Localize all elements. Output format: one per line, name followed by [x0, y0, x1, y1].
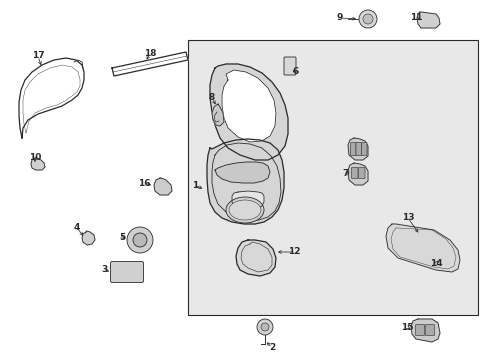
FancyBboxPatch shape [415, 324, 424, 336]
Circle shape [127, 227, 153, 253]
Text: 7: 7 [342, 170, 348, 179]
Polygon shape [19, 58, 84, 138]
Text: 11: 11 [409, 13, 421, 22]
Polygon shape [231, 191, 264, 210]
Text: 1: 1 [191, 180, 198, 189]
Polygon shape [416, 12, 439, 28]
FancyBboxPatch shape [284, 57, 295, 75]
Circle shape [358, 10, 376, 28]
Text: 8: 8 [208, 94, 215, 103]
Polygon shape [206, 139, 284, 224]
FancyBboxPatch shape [425, 324, 434, 336]
Text: 15: 15 [400, 323, 412, 332]
Text: 4: 4 [74, 224, 80, 233]
Polygon shape [209, 64, 287, 160]
Polygon shape [212, 104, 224, 126]
Text: 12: 12 [287, 248, 300, 256]
Circle shape [261, 323, 268, 331]
FancyBboxPatch shape [110, 261, 143, 283]
FancyBboxPatch shape [355, 143, 361, 156]
Polygon shape [410, 319, 439, 342]
Polygon shape [385, 224, 459, 272]
Bar [187, 40, 477, 315]
Polygon shape [347, 138, 367, 160]
Text: 9: 9 [336, 13, 343, 22]
Polygon shape [222, 70, 275, 142]
FancyBboxPatch shape [358, 167, 364, 179]
Text: 6: 6 [292, 68, 299, 77]
Text: 2: 2 [268, 343, 275, 352]
Text: 14: 14 [429, 260, 442, 269]
Polygon shape [31, 158, 45, 170]
Text: 3: 3 [101, 266, 107, 274]
Circle shape [362, 14, 372, 24]
FancyBboxPatch shape [361, 143, 366, 156]
Circle shape [133, 233, 147, 247]
Text: 17: 17 [32, 51, 44, 60]
Text: 10: 10 [29, 153, 41, 162]
Ellipse shape [225, 197, 264, 223]
Text: 13: 13 [401, 213, 413, 222]
Polygon shape [236, 240, 275, 276]
Text: 18: 18 [143, 49, 156, 58]
Polygon shape [347, 163, 367, 185]
Polygon shape [154, 178, 172, 195]
Polygon shape [112, 52, 187, 76]
Polygon shape [82, 231, 95, 245]
Text: 16: 16 [138, 179, 150, 188]
Circle shape [257, 319, 272, 335]
FancyBboxPatch shape [350, 143, 355, 156]
FancyBboxPatch shape [351, 167, 357, 179]
Text: 5: 5 [119, 233, 125, 242]
Polygon shape [215, 162, 269, 183]
Ellipse shape [228, 200, 261, 220]
